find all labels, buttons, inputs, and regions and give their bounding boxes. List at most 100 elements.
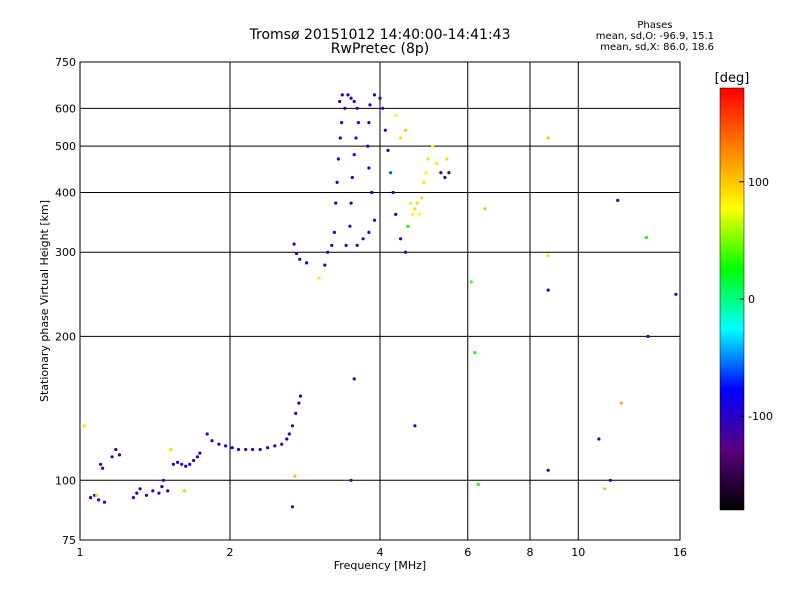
data-point: [151, 489, 155, 493]
data-point: [334, 201, 338, 205]
data-point: [110, 455, 114, 459]
data-point: [608, 478, 613, 482]
data-point: [332, 230, 336, 234]
data-point: [411, 212, 415, 216]
data-point: [195, 455, 199, 459]
data-point: [224, 444, 228, 448]
phase-stats-title: Phases: [637, 20, 673, 31]
y-tick-label: 100: [55, 474, 76, 487]
phase-stats-x: mean, sd,X: 86.0, 18.6: [600, 42, 714, 53]
data-point: [258, 447, 262, 452]
data-point: [95, 493, 99, 497]
data-point: [483, 207, 487, 211]
y-tick-label: 600: [55, 102, 76, 115]
data-point: [198, 451, 202, 455]
data-point: [646, 334, 650, 338]
data-point: [381, 106, 385, 110]
data-point: [131, 496, 135, 500]
data-point: [367, 230, 371, 234]
colorbar: [719, 87, 745, 511]
data-point: [89, 496, 93, 500]
data-point: [415, 201, 419, 205]
y-tick-label: 500: [55, 140, 76, 153]
data-point: [356, 121, 360, 125]
data-point: [394, 212, 398, 216]
data-point: [406, 224, 410, 228]
data-point: [352, 377, 356, 381]
data-point: [674, 292, 678, 296]
data-point: [355, 106, 359, 110]
data-point: [343, 106, 347, 110]
data-point: [435, 161, 439, 166]
colorbar-tick-label: 0: [748, 293, 755, 306]
data-point: [378, 96, 382, 100]
data-point: [294, 411, 298, 415]
data-point: [293, 474, 297, 478]
data-point: [431, 144, 435, 148]
data-point: [368, 103, 372, 107]
data-point: [160, 485, 164, 489]
data-point: [298, 257, 302, 261]
data-point: [399, 136, 403, 140]
data-point: [445, 157, 449, 161]
data-point: [244, 447, 248, 452]
y-tick-label: 750: [55, 56, 76, 69]
data-point: [349, 478, 353, 482]
data-point: [236, 447, 241, 452]
phase-stats-o: mean, sd,O: -96.9, 15.1: [595, 31, 714, 42]
data-point: [287, 432, 291, 436]
data-point: [354, 136, 358, 140]
data-point: [338, 136, 342, 140]
data-point: [420, 196, 424, 200]
data-point: [417, 212, 422, 216]
data-point: [386, 148, 390, 152]
data-point: [372, 218, 377, 222]
colorbar-ticks: 100 0 -100: [739, 176, 773, 423]
x-tick-label: 6: [464, 546, 471, 559]
data-point: [447, 171, 451, 175]
data-point: [290, 424, 295, 428]
x-axis-ticks: 1 2 4 6 8 10 16: [77, 546, 688, 559]
colorbar-tick-label: 100: [748, 176, 769, 189]
data-point: [426, 157, 430, 161]
data-point: [340, 93, 344, 97]
data-point: [266, 446, 270, 450]
colorbar-tick-label: -100: [748, 410, 773, 423]
x-tick-label: 8: [527, 546, 534, 559]
data-point: [361, 237, 365, 241]
y-axis-ticks: 75 100 200 300 400 500 600 750: [55, 56, 76, 547]
phase-stats: Phases mean, sd,O: -96.9, 15.1 mean, sd,…: [596, 20, 714, 53]
data-point: [413, 207, 417, 211]
data-point: [336, 157, 340, 161]
data-point: [326, 250, 330, 254]
data-point: [298, 394, 303, 398]
data-point: [161, 478, 165, 482]
data-point: [394, 113, 398, 117]
x-tick-label: 1: [77, 546, 84, 559]
data-point: [399, 237, 403, 241]
data-point: [157, 491, 161, 495]
data-point: [182, 489, 186, 493]
data-point: [597, 437, 601, 441]
chart-title-line1: Tromsø 20151012 14:40:00-14:41:43: [249, 27, 511, 43]
data-point: [372, 93, 377, 97]
data-point: [101, 466, 105, 470]
data-point: [389, 171, 393, 175]
data-point: [476, 482, 480, 487]
data-point: [349, 96, 353, 100]
data-point: [619, 401, 623, 405]
data-point: [546, 288, 550, 292]
data-point: [344, 243, 348, 247]
data-point: [403, 250, 408, 254]
data-point: [135, 491, 139, 495]
data-point: [422, 180, 426, 184]
data-point: [367, 121, 371, 125]
x-tick-label: 10: [571, 546, 585, 559]
data-point: [305, 261, 309, 265]
data-point: [367, 166, 371, 170]
data-point: [330, 243, 334, 247]
data-point: [114, 447, 118, 452]
x-tick-label: 4: [377, 546, 384, 559]
data-point: [171, 462, 175, 466]
